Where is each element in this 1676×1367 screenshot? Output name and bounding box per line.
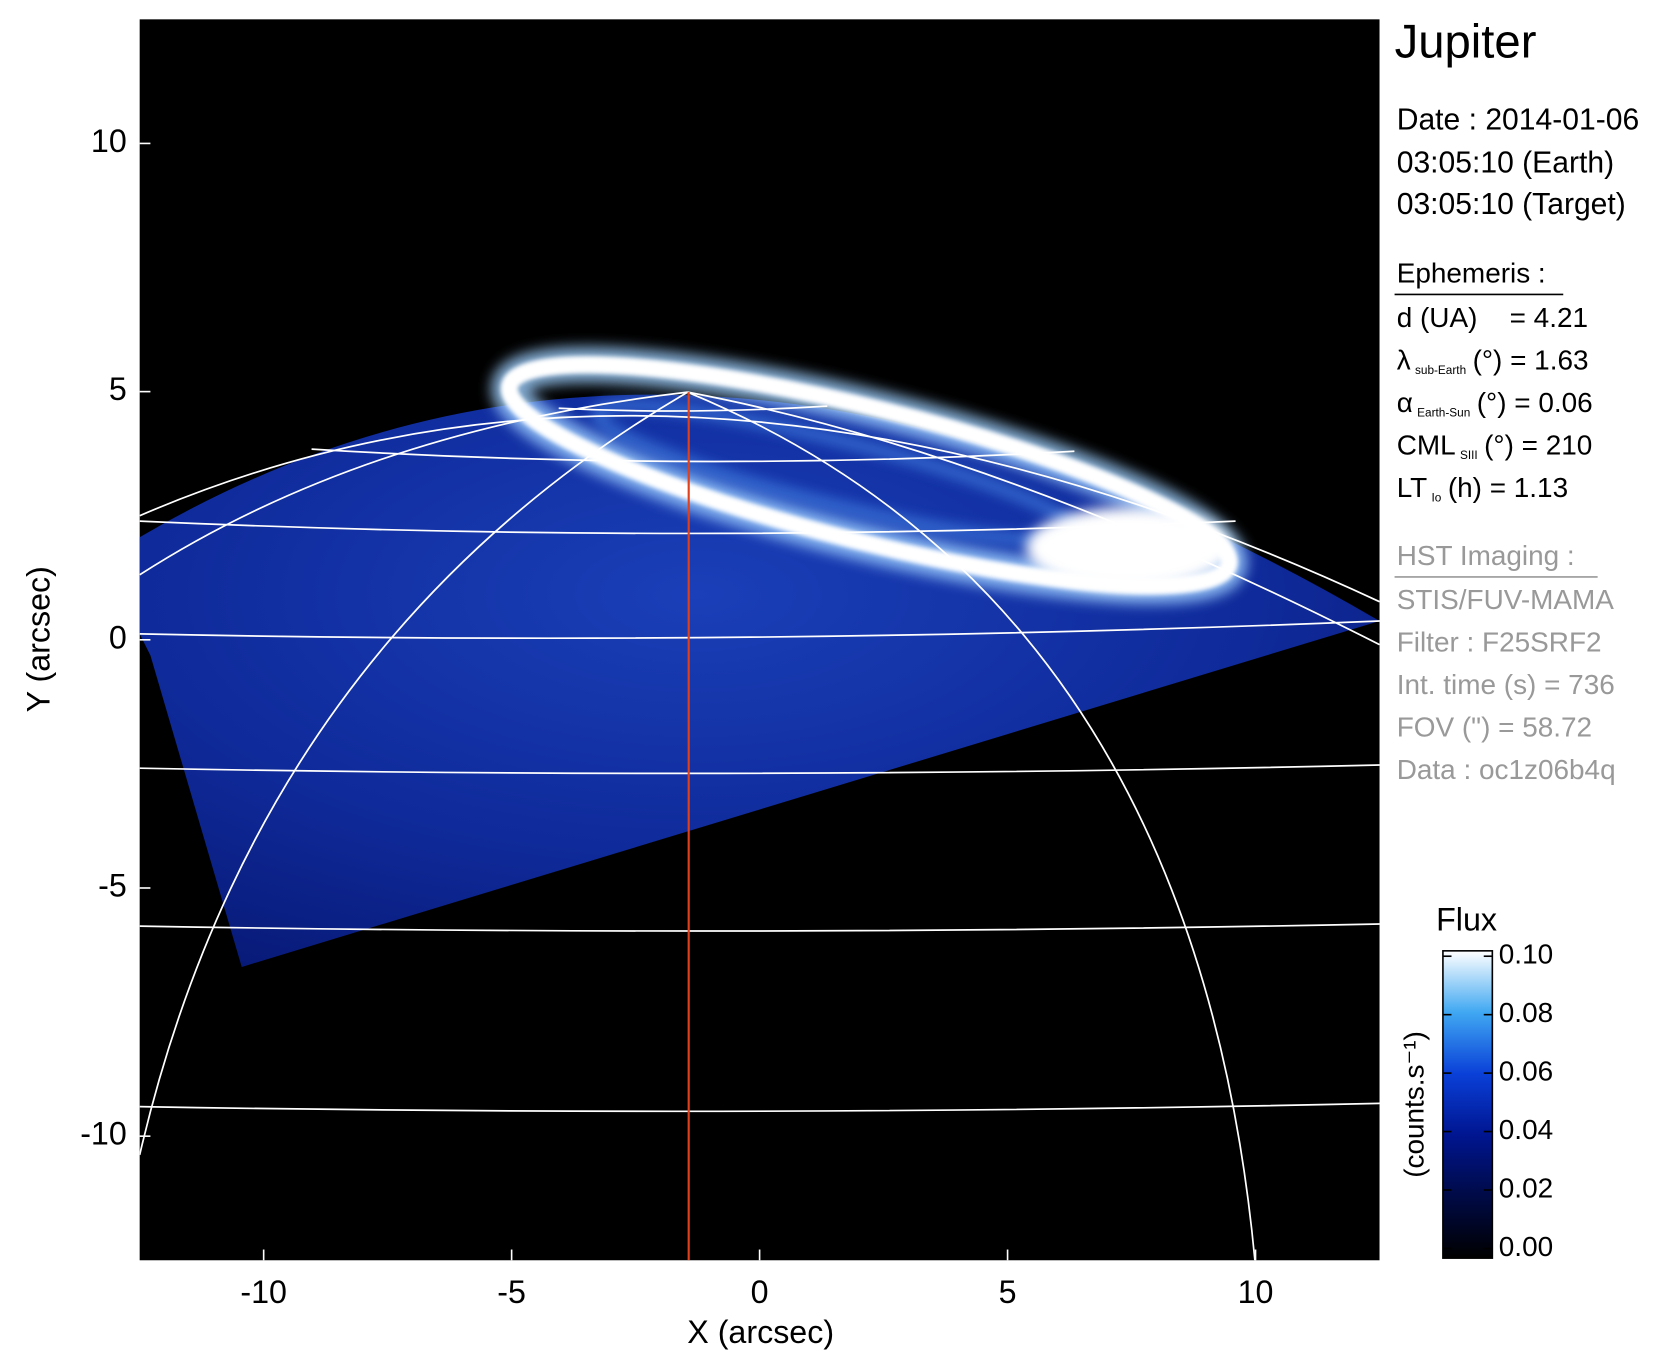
latitude-line bbox=[311, 448, 1075, 463]
hst-row: Filter : F25SRF2 bbox=[1397, 626, 1602, 657]
ephemeris-symbol: d (UA) bbox=[1397, 303, 1478, 334]
ephemeris-subscript: SIII bbox=[1460, 448, 1478, 462]
colorbar-tick-label: 0.08 bbox=[1499, 997, 1553, 1028]
ephemeris-title: Ephemeris : bbox=[1397, 257, 1546, 288]
latitude-line bbox=[139, 764, 1380, 775]
ephemeris-subscript: Io bbox=[1432, 491, 1442, 505]
x-tick-label: 0 bbox=[751, 1274, 769, 1310]
hst-title: HST Imaging : bbox=[1397, 540, 1575, 571]
x-tick-label: 10 bbox=[1238, 1274, 1274, 1310]
hst-row: Int. time (s) = 736 bbox=[1397, 669, 1615, 700]
date: Date : 2014-01-06 bbox=[1397, 103, 1639, 136]
meridian bbox=[139, 391, 689, 1156]
image bbox=[139, 346, 1380, 1261]
x-tick-label: -5 bbox=[497, 1274, 526, 1310]
y-tick-label: 10 bbox=[91, 123, 127, 159]
hst-row: STIS/FUV-MAMA bbox=[1397, 584, 1615, 615]
y-tick-label: -5 bbox=[98, 868, 127, 904]
ephemeris-value: (°) = 1.63 bbox=[1473, 345, 1589, 376]
x-axis-label: X (arcsec) bbox=[687, 1314, 834, 1350]
ephemeris-row: d (UA) = 4.21 bbox=[1397, 303, 1588, 334]
colorbar-tick-label: 0.04 bbox=[1499, 1114, 1553, 1145]
ephemeris-symbol: CML bbox=[1397, 430, 1456, 461]
hst-row: Data : oc1z06b4q bbox=[1397, 754, 1616, 785]
colorbar-tick-label: 0.00 bbox=[1499, 1231, 1553, 1262]
hst-row: FOV (") = 58.72 bbox=[1397, 711, 1592, 742]
meridian bbox=[687, 391, 1380, 646]
y-tick-label: -10 bbox=[80, 1116, 127, 1152]
latitude-line bbox=[139, 620, 1380, 640]
ephemeris-subscript: Earth-Sun bbox=[1417, 406, 1470, 420]
colorbar-title: Flux bbox=[1436, 901, 1497, 937]
ephemeris-row: LT Io (h) = 1.13 bbox=[1397, 472, 1568, 504]
x-tick-label: -10 bbox=[240, 1274, 287, 1310]
limb bbox=[139, 414, 1380, 603]
meridian bbox=[687, 391, 1256, 1261]
colorbar bbox=[1442, 950, 1494, 1259]
target-time: 03:05:10 (Target) bbox=[1397, 188, 1626, 221]
y-axis-label: Y (arcsec) bbox=[20, 566, 56, 712]
ephemeris-symbol: α bbox=[1397, 387, 1413, 418]
ephemeris-row: CML SIII (°) = 210 bbox=[1397, 430, 1593, 462]
colorbar-tick-label: 0.10 bbox=[1499, 939, 1553, 970]
ephemeris-subscript: sub-Earth bbox=[1415, 363, 1466, 377]
ephemeris-row: α Earth-Sun (°) = 0.06 bbox=[1397, 387, 1593, 419]
aurora bbox=[491, 346, 1248, 605]
latitude-line bbox=[139, 923, 1380, 932]
y-tick-label: 0 bbox=[109, 619, 127, 655]
latitude-line bbox=[558, 405, 828, 412]
x-tick-label: 5 bbox=[999, 1274, 1017, 1310]
ephemeris-value: = 4.21 bbox=[1510, 303, 1588, 334]
latitude-line bbox=[139, 1102, 1380, 1113]
ephemeris-row: λ sub-Earth (°) = 1.63 bbox=[1397, 345, 1589, 377]
colorbar-tick-label: 0.02 bbox=[1499, 1172, 1553, 1203]
figure: Jupiter X (arcsec) Y (arcsec) Date : 201… bbox=[20, 16, 1639, 1350]
colorbar-tick-label: 0.06 bbox=[1499, 1055, 1553, 1086]
earth-time: 03:05:10 (Earth) bbox=[1397, 146, 1614, 179]
title: Jupiter bbox=[1395, 16, 1537, 69]
ephemeris-symbol: LT bbox=[1397, 472, 1428, 503]
aurora-spot bbox=[1026, 507, 1231, 589]
meridian bbox=[139, 391, 688, 576]
ephemeris-value: (°) = 0.06 bbox=[1477, 387, 1593, 418]
y-tick-label: 5 bbox=[109, 371, 127, 407]
colorbar-label: (counts.s⁻¹) bbox=[1398, 1031, 1429, 1178]
ephemeris-value: (°) = 210 bbox=[1484, 430, 1592, 461]
ephemeris-value: (h) = 1.13 bbox=[1448, 472, 1568, 503]
ephemeris-symbol: λ bbox=[1397, 345, 1411, 376]
